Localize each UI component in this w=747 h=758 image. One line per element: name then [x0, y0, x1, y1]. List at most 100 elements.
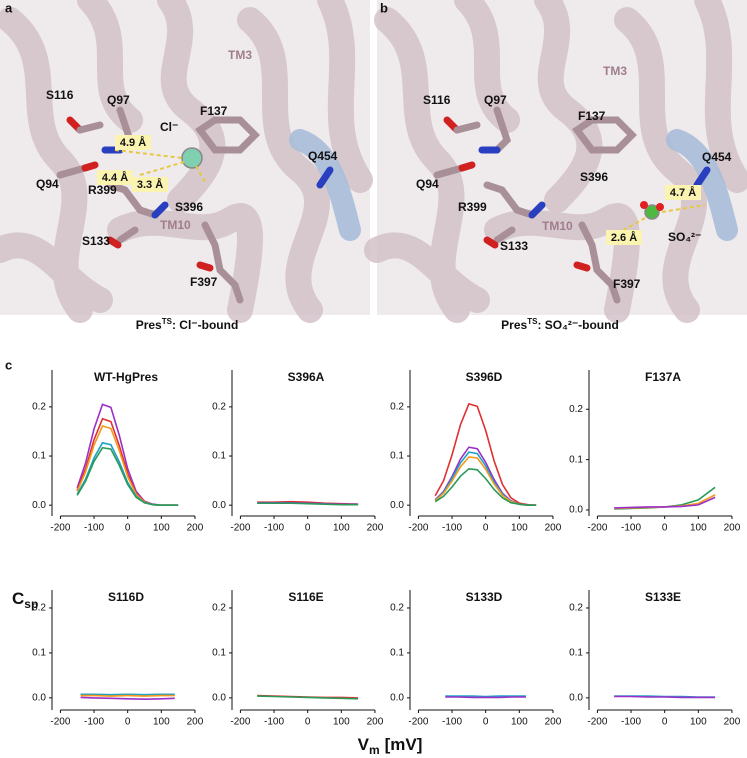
x-tick-label: 100 [690, 717, 707, 728]
x-tick-label: -200 [408, 523, 428, 534]
panel-caption: PresTS: SO₄²⁻-bound [501, 317, 619, 332]
x-tick-label: -200 [50, 523, 70, 534]
ligand-b [619, 201, 706, 233]
x-tick-label: 200 [367, 717, 384, 728]
sulfur [644, 204, 660, 220]
caption-sup: TS [162, 317, 173, 326]
fit-line [614, 496, 716, 509]
ligand-a [114, 147, 206, 183]
charts: WT-HgPres 0.0 0.1 0.2 -200 -100 0 100 200 S396A 0.… [32, 370, 741, 728]
panel-letter: c [5, 357, 12, 372]
y-tick-label: 0.0 [32, 693, 46, 704]
ion-label: Cl⁻ [160, 120, 178, 134]
x-tick-label: -100 [621, 523, 641, 534]
y-tick-label: 0.2 [32, 402, 46, 413]
x-tick-label: 0 [483, 717, 489, 728]
x-tick-label: -100 [264, 717, 284, 728]
x-tick-label: -200 [408, 717, 428, 728]
contact-lines [619, 204, 706, 233]
label-sub: sp [24, 597, 38, 611]
helix-label: TM10 [542, 219, 573, 233]
chart-title: S133E [645, 590, 681, 604]
x-tick-label: -100 [442, 523, 462, 534]
y-tick-label: 0.2 [569, 603, 583, 614]
panel-letter: a [5, 0, 13, 15]
oxygen [640, 201, 648, 209]
caption-part: : SO₄²⁻-bound [537, 318, 618, 332]
x-tick-label: -100 [84, 523, 104, 534]
fit-line [257, 695, 359, 700]
x-tick-label: 200 [545, 717, 562, 728]
x-tick-label: 0 [662, 523, 668, 534]
x-tick-label: 0 [305, 523, 311, 534]
chart-title: WT-HgPres [94, 370, 158, 384]
residue-label: R399 [88, 183, 117, 197]
distance-box [665, 185, 701, 200]
chart: S396A 0.0 0.1 0.2 -200 -100 0 100 200 [212, 370, 384, 534]
caption-part: Pres [501, 318, 527, 332]
y-tick-label: 0.0 [212, 693, 226, 704]
x-axis-label: Vm [mV] [358, 735, 423, 757]
chart-title: S133D [466, 590, 503, 604]
residue-label: F397 [613, 277, 641, 291]
y-tick-label: 0.1 [569, 454, 583, 465]
residue-label: S116 [423, 93, 451, 107]
y-tick-label: 0.0 [569, 693, 583, 704]
residue-label: S133 [82, 234, 110, 248]
contact-lines [114, 149, 206, 183]
y-tick-label: 0.0 [390, 693, 404, 704]
fit-line [434, 467, 537, 506]
x-tick-label: 0 [305, 717, 311, 728]
x-tick-label: 100 [511, 523, 528, 534]
x-tick-label: 200 [187, 523, 204, 534]
residue-label: Q454 [308, 149, 338, 163]
y-tick-label: 0.0 [569, 505, 583, 516]
chart-title: S116E [288, 590, 323, 604]
x-tick-label: -200 [230, 523, 250, 534]
distance-label: 3.3 Å [137, 178, 163, 191]
x-tick-label: 200 [724, 523, 741, 534]
distance-box [606, 230, 642, 245]
fit-line [257, 502, 359, 506]
y-tick-label: 0.2 [212, 603, 226, 614]
helix-label: TM3 [603, 64, 627, 78]
y-tick-label: 0.0 [390, 500, 404, 511]
residue-label: S396 [580, 170, 608, 184]
y-tick-label: 0.1 [569, 648, 583, 659]
chart: S116E 0.0 0.1 0.2 -200 -100 0 100 200 [212, 590, 384, 728]
x-tick-label: -200 [587, 717, 607, 728]
caption-sup: TS [527, 317, 538, 326]
x-tick-label: -200 [587, 523, 607, 534]
chart: F137A 0.0 0.1 0.2 -200 -100 0 100 200 [569, 370, 741, 534]
panel-caption: PresTS: Cl⁻-bound [136, 317, 239, 332]
y-tick-label: 0.1 [32, 451, 46, 462]
residue-label: Q94 [36, 177, 59, 191]
y-tick-label: 0.1 [212, 648, 226, 659]
chart: S396D 0.0 0.1 0.2 -200 -100 0 100 200 [390, 370, 562, 534]
ion-label: SO₄²⁻ [668, 230, 701, 244]
chart-title: S396D [466, 370, 503, 384]
fit-line [80, 696, 175, 701]
x-tick-label: -200 [230, 717, 250, 728]
chart-title: S116D [108, 590, 144, 604]
y-tick-label: 0.1 [390, 648, 404, 659]
helix-label: TM10 [160, 218, 191, 232]
y-axis-label: Csp [12, 589, 38, 611]
y-tick-label: 0.2 [32, 603, 46, 614]
distance-label: 4.4 Å [102, 171, 128, 184]
x-tick-label: -100 [621, 717, 641, 728]
distance-box [115, 135, 151, 150]
x-tick-label: 100 [511, 717, 528, 728]
chart: S116D 0.0 0.1 0.2 -200 -100 0 100 200 [32, 590, 204, 728]
distance-label: 4.7 Å [670, 186, 696, 199]
residue-label: Q94 [416, 177, 439, 191]
helix-label: TM3 [228, 48, 252, 62]
y-tick-label: 0.2 [212, 402, 226, 413]
fit-line [80, 694, 175, 697]
label-part: C [12, 589, 24, 608]
structure-b [377, 0, 747, 315]
residue-label: Q454 [702, 150, 732, 164]
fit-line [76, 403, 179, 506]
